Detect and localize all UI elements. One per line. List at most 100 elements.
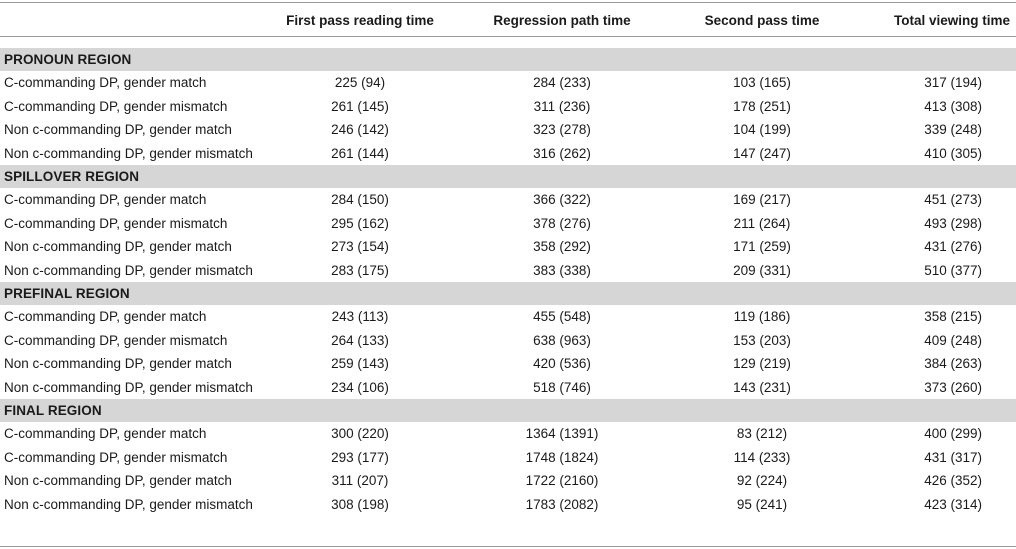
- condition-label: C-commanding DP, gender match: [4, 75, 207, 91]
- first-pass-cell: 261 (144): [331, 145, 389, 161]
- section-title: PRONOUN REGION: [0, 48, 1016, 71]
- header-second-pass: Second pass time: [704, 12, 820, 28]
- first-pass-cell: 225 (94): [334, 75, 386, 91]
- condition-label: Non c-commanding DP, gender mismatch: [4, 379, 253, 395]
- regression-path-cell: 1783 (2082): [525, 496, 599, 512]
- first-pass-cell: 234 (106): [331, 379, 389, 395]
- second-pass-cell: 178 (251): [733, 98, 791, 114]
- total-viewing-cell: 317 (194): [924, 75, 982, 91]
- first-pass-cell: 261 (145): [331, 98, 389, 114]
- table-row: Non c-commanding DP, gender mismatch 234 …: [0, 376, 1016, 400]
- header-spacer: [0, 37, 1016, 49]
- first-pass-cell: 293 (177): [331, 449, 389, 465]
- second-pass-cell: 143 (231): [733, 379, 791, 395]
- second-pass-cell: 153 (203): [733, 332, 791, 348]
- total-viewing-cell: 358 (215): [924, 309, 982, 325]
- total-viewing-cell: 339 (248): [924, 122, 982, 138]
- first-pass-cell: 300 (220): [331, 426, 389, 442]
- table-row: Non c-commanding DP, gender mismatch 283 …: [0, 259, 1016, 283]
- first-pass-cell: 284 (150): [331, 192, 389, 208]
- second-pass-cell: 104 (199): [733, 122, 791, 138]
- condition-label: Non c-commanding DP, gender match: [4, 356, 232, 372]
- second-pass-cell: 92 (224): [736, 473, 788, 489]
- regression-path-cell: 366 (322): [533, 192, 591, 208]
- condition-label: Non c-commanding DP, gender mismatch: [4, 145, 253, 161]
- second-pass-cell: 209 (331): [733, 262, 791, 278]
- table-row: C-commanding DP, gender mismatch 295 (162…: [0, 212, 1016, 236]
- second-pass-cell: 114 (233): [733, 449, 791, 465]
- second-pass-cell: 211 (264): [733, 215, 791, 231]
- reading-times-table: First pass reading time Regression path …: [0, 4, 1016, 516]
- table-row: C-commanding DP, gender match 225 (94) 284…: [0, 71, 1016, 95]
- header-first-pass: First pass reading time: [286, 12, 434, 28]
- second-pass-cell: 103 (165): [733, 75, 791, 91]
- section-header-row: SPILLOVER REGION: [0, 165, 1016, 188]
- regression-path-cell: 323 (278): [533, 122, 591, 138]
- total-viewing-cell: 409 (248): [924, 332, 982, 348]
- regression-path-cell: 1748 (1824): [525, 449, 599, 465]
- section-title: PREFINAL REGION: [0, 282, 1016, 305]
- condition-label: C-commanding DP, gender mismatch: [4, 215, 228, 231]
- second-pass-cell: 129 (219): [733, 356, 791, 372]
- condition-label: Non c-commanding DP, gender match: [4, 122, 232, 138]
- first-pass-cell: 259 (143): [331, 356, 389, 372]
- first-pass-cell: 308 (198): [331, 496, 389, 512]
- section-title: SPILLOVER REGION: [0, 165, 1016, 188]
- condition-label: Non c-commanding DP, gender mismatch: [4, 262, 253, 278]
- second-pass-cell: 147 (247): [733, 145, 791, 161]
- first-pass-cell: 273 (154): [331, 239, 389, 255]
- table-row: C-commanding DP, gender mismatch 264 (133…: [0, 329, 1016, 353]
- total-viewing-cell: 431 (276): [924, 239, 982, 255]
- total-viewing-cell: 423 (314): [924, 496, 982, 512]
- total-viewing-cell: 426 (352): [924, 473, 982, 489]
- second-pass-cell: 171 (259): [733, 239, 791, 255]
- section-header-row: FINAL REGION: [0, 399, 1016, 422]
- section-header-row: PREFINAL REGION: [0, 282, 1016, 305]
- table-row: C-commanding DP, gender match 284 (150) 36…: [0, 188, 1016, 212]
- table-row: Non c-commanding DP, gender match 311 (20…: [0, 469, 1016, 493]
- table-row: Non c-commanding DP, gender match 259 (14…: [0, 352, 1016, 376]
- table-row: Non c-commanding DP, gender match 246 (14…: [0, 118, 1016, 142]
- regression-path-cell: 378 (276): [533, 215, 591, 231]
- section-title: FINAL REGION: [0, 399, 1016, 422]
- total-viewing-cell: 410 (305): [924, 145, 982, 161]
- condition-label: C-commanding DP, gender mismatch: [4, 332, 228, 348]
- header-total-viewing: Total viewing time: [893, 12, 1010, 28]
- first-pass-cell: 246 (142): [331, 122, 389, 138]
- first-pass-cell: 264 (133): [331, 332, 389, 348]
- section-header-row: PRONOUN REGION: [0, 48, 1016, 71]
- total-viewing-cell: 400 (299): [924, 426, 982, 442]
- second-pass-cell: 169 (217): [733, 192, 791, 208]
- table-row: C-commanding DP, gender mismatch 293 (177…: [0, 446, 1016, 470]
- regression-path-cell: 1364 (1391): [525, 426, 599, 442]
- total-viewing-cell: 431 (317): [924, 449, 982, 465]
- condition-label: C-commanding DP, gender mismatch: [4, 449, 228, 465]
- regression-path-cell: 1722 (2160): [525, 473, 599, 489]
- table-row: Non c-commanding DP, gender mismatch 308 …: [0, 493, 1016, 517]
- top-rule: [0, 2, 1016, 3]
- total-viewing-cell: 413 (308): [924, 98, 982, 114]
- table-body: PRONOUN REGION C-commanding DP, gender ma…: [0, 37, 1016, 517]
- first-pass-cell: 283 (175): [331, 262, 389, 278]
- regression-path-cell: 358 (292): [533, 239, 591, 255]
- regression-path-cell: 518 (746): [533, 379, 591, 395]
- condition-label: C-commanding DP, gender match: [4, 192, 207, 208]
- table-row: C-commanding DP, gender mismatch 261 (145…: [0, 95, 1016, 119]
- condition-label: C-commanding DP, gender match: [4, 426, 207, 442]
- regression-path-cell: 284 (233): [533, 75, 591, 91]
- first-pass-cell: 243 (113): [331, 309, 389, 325]
- table-row: Non c-commanding DP, gender mismatch 261 …: [0, 142, 1016, 166]
- condition-label: Non c-commanding DP, gender mismatch: [4, 496, 253, 512]
- second-pass-cell: 95 (241): [736, 496, 788, 512]
- first-pass-cell: 311 (207): [331, 473, 389, 489]
- header-row: First pass reading time Regression path …: [0, 4, 1016, 37]
- regression-path-cell: 455 (548): [533, 309, 591, 325]
- second-pass-cell: 83 (212): [736, 426, 788, 442]
- header-condition: [0, 4, 270, 37]
- condition-label: C-commanding DP, gender mismatch: [4, 98, 228, 114]
- condition-label: C-commanding DP, gender match: [4, 309, 207, 325]
- total-viewing-cell: 384 (263): [924, 356, 982, 372]
- regression-path-cell: 420 (536): [533, 356, 591, 372]
- table-row: Non c-commanding DP, gender match 273 (15…: [0, 235, 1016, 259]
